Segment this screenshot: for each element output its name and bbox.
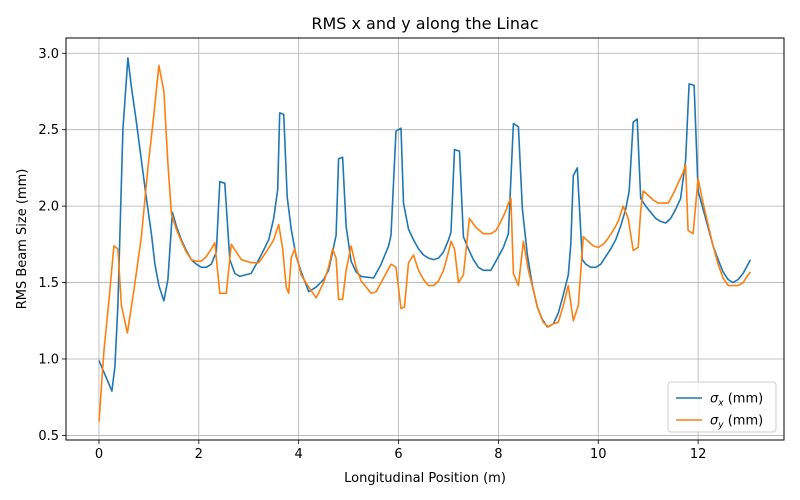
- x-tick-label: 0: [95, 447, 103, 462]
- x-tick-label: 8: [494, 447, 502, 462]
- legend-label-x: σx (mm): [710, 392, 763, 409]
- y-tick-label: 3.0: [38, 47, 59, 62]
- legend-label-y: σy (mm): [710, 414, 763, 431]
- x-tick-label: 10: [590, 447, 607, 462]
- y-tick-label: 2.0: [38, 200, 59, 215]
- y-tick-label: 1.0: [38, 352, 59, 367]
- y-tick-label: 0.5: [38, 429, 59, 444]
- x-tick-label: 6: [394, 447, 402, 462]
- x-tick-label: 12: [690, 447, 707, 462]
- chart-title: RMS x and y along the Linac: [311, 14, 538, 33]
- x-tick-label: 2: [195, 447, 203, 462]
- x-axis-label: Longitudinal Position (m): [344, 471, 506, 486]
- y-tick-label: 1.5: [38, 276, 59, 291]
- plot-frame: [65, 37, 785, 441]
- series-line-y: [98, 64, 752, 422]
- y-axis-label: RMS Beam Size (mm): [15, 169, 30, 310]
- axis-ticks: 0 2 4 6 8 10 12 0.5 1.0 1.5 2.0 2.5 3.0: [38, 47, 706, 462]
- plot-area: [66, 38, 784, 440]
- legend: σx (mm) σy (mm): [667, 381, 777, 433]
- y-tick-label: 2.5: [38, 123, 59, 138]
- x-tick-label: 4: [295, 447, 303, 462]
- series-layer: [98, 57, 752, 422]
